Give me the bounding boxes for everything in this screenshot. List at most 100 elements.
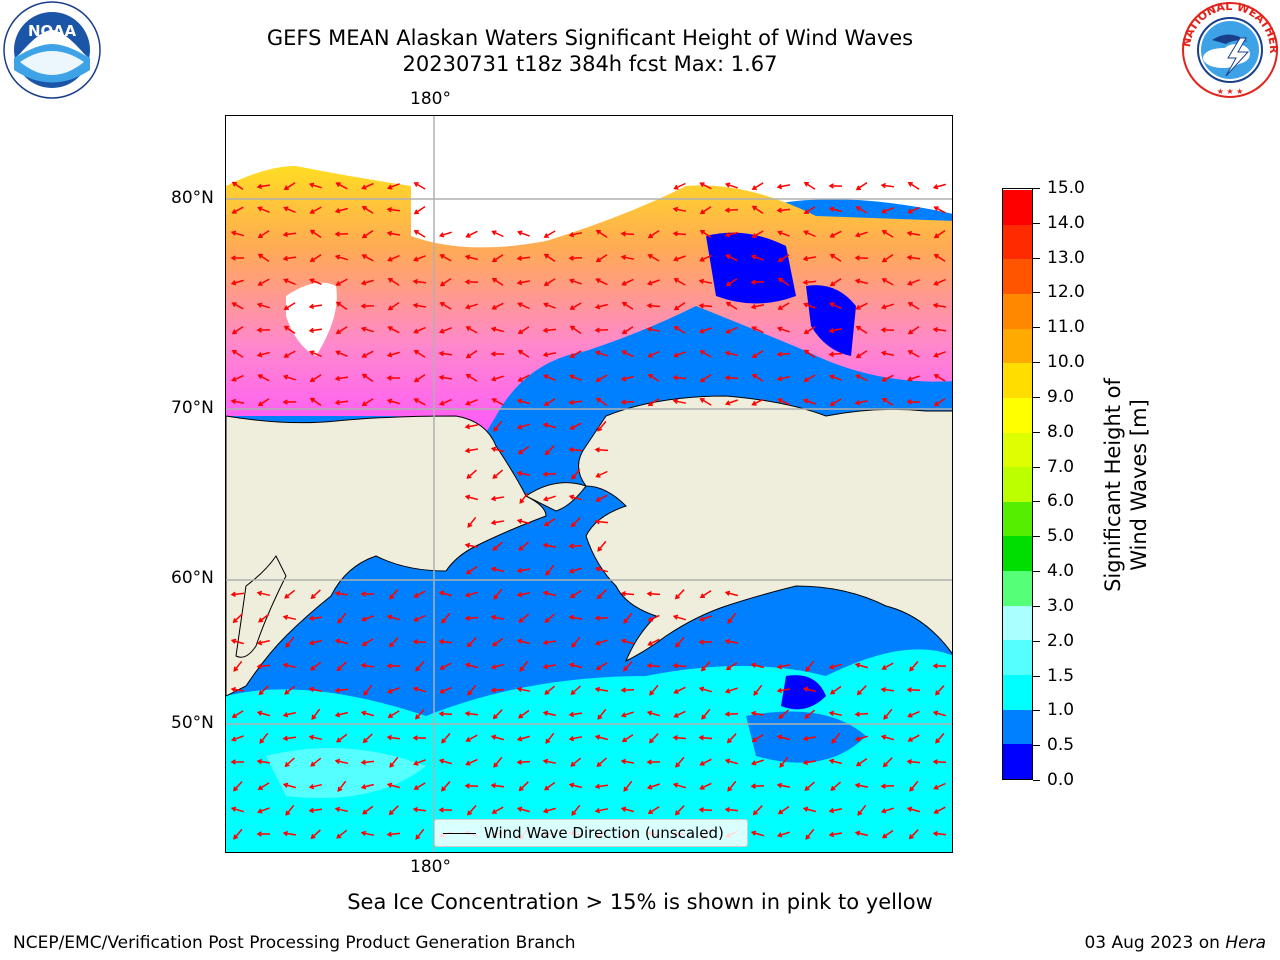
wind-arrow bbox=[310, 757, 322, 767]
wind-arrow bbox=[595, 567, 609, 573]
wind-arrow-head bbox=[542, 496, 549, 502]
wind-arrow-head bbox=[256, 183, 263, 190]
wind-arrow bbox=[310, 397, 322, 407]
wind-arrow-head bbox=[386, 230, 393, 237]
wind-arrow bbox=[752, 230, 764, 238]
wind-arrow bbox=[726, 278, 738, 286]
wind-arrow bbox=[362, 206, 374, 214]
wind-arrow-head bbox=[594, 615, 600, 621]
wind-arrow-head bbox=[543, 233, 549, 238]
wind-arrow-head bbox=[777, 398, 783, 404]
wind-arrow bbox=[543, 760, 557, 764]
wind-arrow bbox=[518, 350, 530, 358]
wind-arrow bbox=[855, 784, 869, 788]
wind-arrow-head bbox=[881, 208, 887, 214]
wind-arrow bbox=[362, 182, 374, 190]
wind-arrow-head bbox=[335, 301, 342, 307]
wind-arrow-head bbox=[389, 762, 395, 768]
wind-arrow bbox=[934, 206, 946, 214]
wind-arrow-head bbox=[257, 206, 263, 212]
wind-arrow bbox=[674, 255, 686, 261]
colorbar-tick-label: 15.0 bbox=[1047, 178, 1085, 198]
chart-subtitle: 20230731 t18z 384h fcst Max: 1.67 bbox=[402, 52, 778, 76]
wind-arrow bbox=[283, 736, 297, 740]
wind-arrow-head bbox=[467, 522, 473, 528]
wind-arrow-head bbox=[933, 784, 939, 790]
wind-arrow-head bbox=[594, 327, 600, 333]
wind-arrow bbox=[647, 304, 661, 308]
wind-arrow bbox=[389, 589, 399, 599]
wind-arrow-head bbox=[386, 398, 393, 404]
wind-arrow-head bbox=[880, 182, 887, 189]
wind-arrow-head bbox=[673, 256, 679, 262]
wind-arrow-head bbox=[672, 782, 679, 788]
wind-arrow bbox=[882, 807, 894, 813]
wind-arrow-head bbox=[647, 401, 654, 407]
wind-arrow-head bbox=[439, 281, 446, 287]
colorbar-segment bbox=[1003, 397, 1032, 433]
wind-arrow-head bbox=[571, 474, 577, 480]
wind-arrow-head bbox=[438, 374, 445, 381]
wind-arrow bbox=[284, 302, 296, 310]
wind-arrow bbox=[934, 782, 946, 790]
wind-arrow-head bbox=[932, 710, 939, 716]
wind-arrow-head bbox=[466, 473, 472, 479]
wind-arrow bbox=[674, 278, 686, 286]
wind-arrow bbox=[362, 279, 374, 285]
wind-arrow bbox=[571, 517, 581, 527]
wind-arrow bbox=[310, 639, 322, 645]
wind-arrow-head bbox=[751, 185, 757, 190]
wind-arrow bbox=[544, 591, 556, 597]
wind-arrow-head bbox=[413, 377, 420, 383]
wind-arrow bbox=[596, 470, 608, 478]
wind-arrow bbox=[310, 374, 322, 382]
wind-arrow-head bbox=[829, 281, 836, 287]
wind-arrow bbox=[596, 735, 608, 741]
wind-arrow bbox=[518, 639, 530, 645]
wind-arrow bbox=[362, 373, 374, 383]
wind-arrow-head bbox=[231, 209, 237, 214]
wind-arrow-head bbox=[543, 281, 549, 286]
wind-arrow bbox=[361, 831, 375, 837]
wind-arrow-head bbox=[724, 400, 731, 406]
wind-arrow-head bbox=[283, 206, 289, 212]
wind-arrow bbox=[675, 636, 685, 648]
wind-arrow-head bbox=[908, 834, 914, 840]
wind-arrow bbox=[362, 783, 374, 789]
wind-arrow-head bbox=[542, 710, 549, 716]
wind-arrow-head bbox=[438, 639, 444, 645]
wind-arrow bbox=[726, 302, 738, 310]
wind-arrow bbox=[545, 732, 555, 744]
wind-arrow-head bbox=[413, 182, 419, 187]
wind-arrow-head bbox=[829, 232, 835, 238]
wind-arrow-head bbox=[386, 207, 392, 213]
wind-arrow bbox=[777, 375, 791, 381]
wind-arrow bbox=[595, 328, 609, 332]
wind-arrow-head bbox=[805, 666, 811, 672]
wind-arrow-head bbox=[776, 207, 783, 213]
wind-arrow bbox=[622, 350, 634, 358]
wind-arrow-head bbox=[230, 591, 236, 597]
wind-arrow bbox=[908, 206, 920, 214]
wind-arrow bbox=[778, 254, 790, 262]
wind-arrow bbox=[232, 302, 244, 310]
wind-arrow bbox=[335, 807, 349, 813]
wind-arrow-head bbox=[517, 713, 524, 719]
wind-arrow bbox=[804, 807, 816, 813]
wind-arrow bbox=[830, 254, 842, 262]
colorbar-tick-label: 0.5 bbox=[1047, 735, 1075, 756]
wind-arrow bbox=[596, 494, 608, 502]
wind-arrow bbox=[622, 302, 634, 310]
wind-arrow bbox=[803, 760, 817, 764]
wind-arrow bbox=[257, 664, 271, 668]
wind-arrow-head bbox=[854, 782, 861, 789]
wind-arrow bbox=[335, 400, 349, 404]
wind-arrow bbox=[362, 398, 374, 406]
wind-arrow bbox=[414, 614, 426, 622]
wind-arrow-head bbox=[415, 666, 421, 672]
wind-arrow bbox=[855, 400, 869, 404]
wind-arrow bbox=[908, 807, 920, 813]
wind-arrow bbox=[830, 759, 842, 765]
wind-arrow bbox=[388, 687, 400, 693]
wind-arrow bbox=[673, 208, 687, 212]
